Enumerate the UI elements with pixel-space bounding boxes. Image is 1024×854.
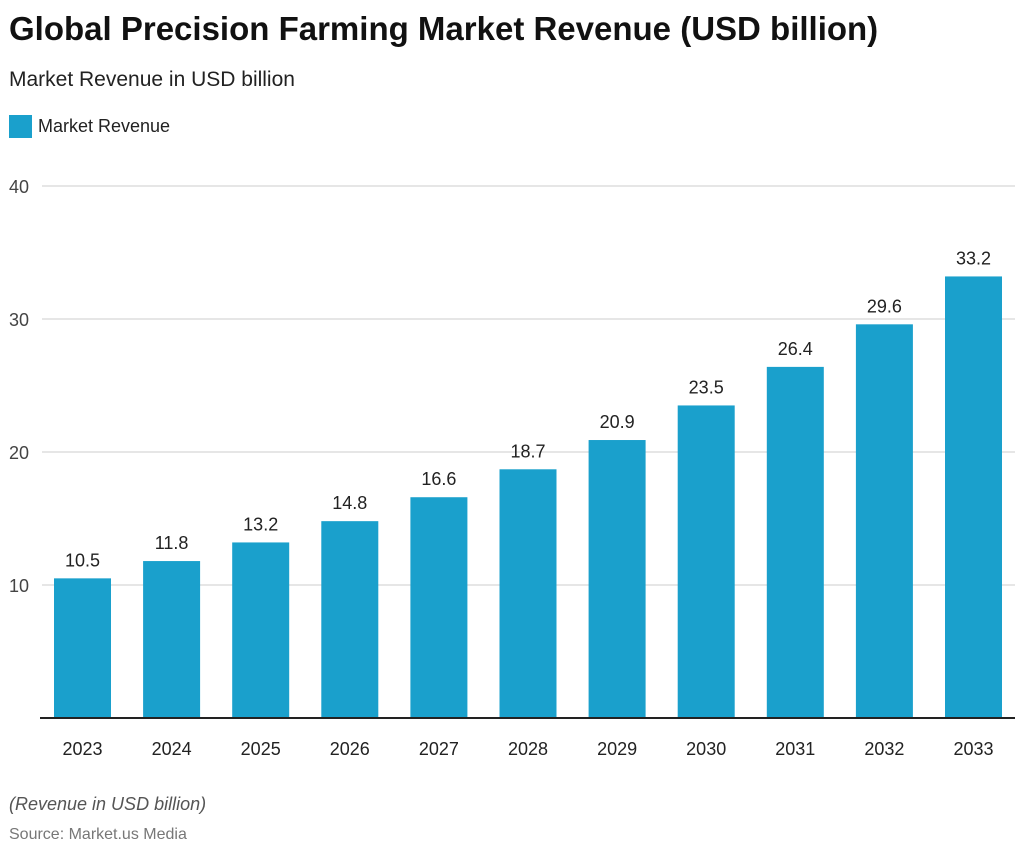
data-label: 33.2 [956,248,991,268]
bar [54,578,111,718]
y-tick-label: 40 [9,177,29,197]
y-tick-label: 10 [9,576,29,596]
data-label: 16.6 [421,469,456,489]
data-label: 18.7 [510,441,545,461]
chart-title: Global Precision Farming Market Revenue … [9,10,879,47]
bar [410,497,468,718]
data-label: 29.6 [867,296,902,316]
x-tick-label: 2028 [508,739,548,759]
x-tick-label: 2023 [62,739,102,759]
data-label: 13.2 [243,514,278,534]
bar [588,440,646,718]
legend: Market Revenue [9,115,170,138]
x-tick-label: 2027 [419,739,459,759]
bar [232,542,290,718]
bar [766,366,824,718]
x-tick-label: 2032 [864,739,904,759]
data-label: 10.5 [65,550,100,570]
x-tick-label: 2025 [241,739,281,759]
data-label: 23.5 [689,377,724,397]
legend-swatch [9,115,32,138]
x-tick-label: 2030 [686,739,726,759]
chart-subtitle: Market Revenue in USD billion [9,68,295,91]
bar [945,276,1002,718]
x-tick-label: 2031 [775,739,815,759]
bar [855,324,913,718]
x-tick-label: 2026 [330,739,370,759]
y-tick-label: 20 [9,443,29,463]
data-label: 20.9 [600,412,635,432]
data-label: 11.8 [155,533,189,553]
data-label: 26.4 [778,339,813,359]
chart-note: (Revenue in USD billion) [9,794,207,814]
x-tick-label: 2024 [152,739,192,759]
x-tick-label: 2029 [597,739,637,759]
legend-label: Market Revenue [38,116,171,136]
bar [321,521,379,718]
bar [677,405,735,718]
bar [143,561,201,718]
chart-source: Source: Market.us Media [9,826,187,843]
x-tick-label: 2033 [953,739,993,759]
data-label: 14.8 [332,493,367,513]
y-tick-label: 30 [9,310,29,330]
bar [499,469,557,718]
